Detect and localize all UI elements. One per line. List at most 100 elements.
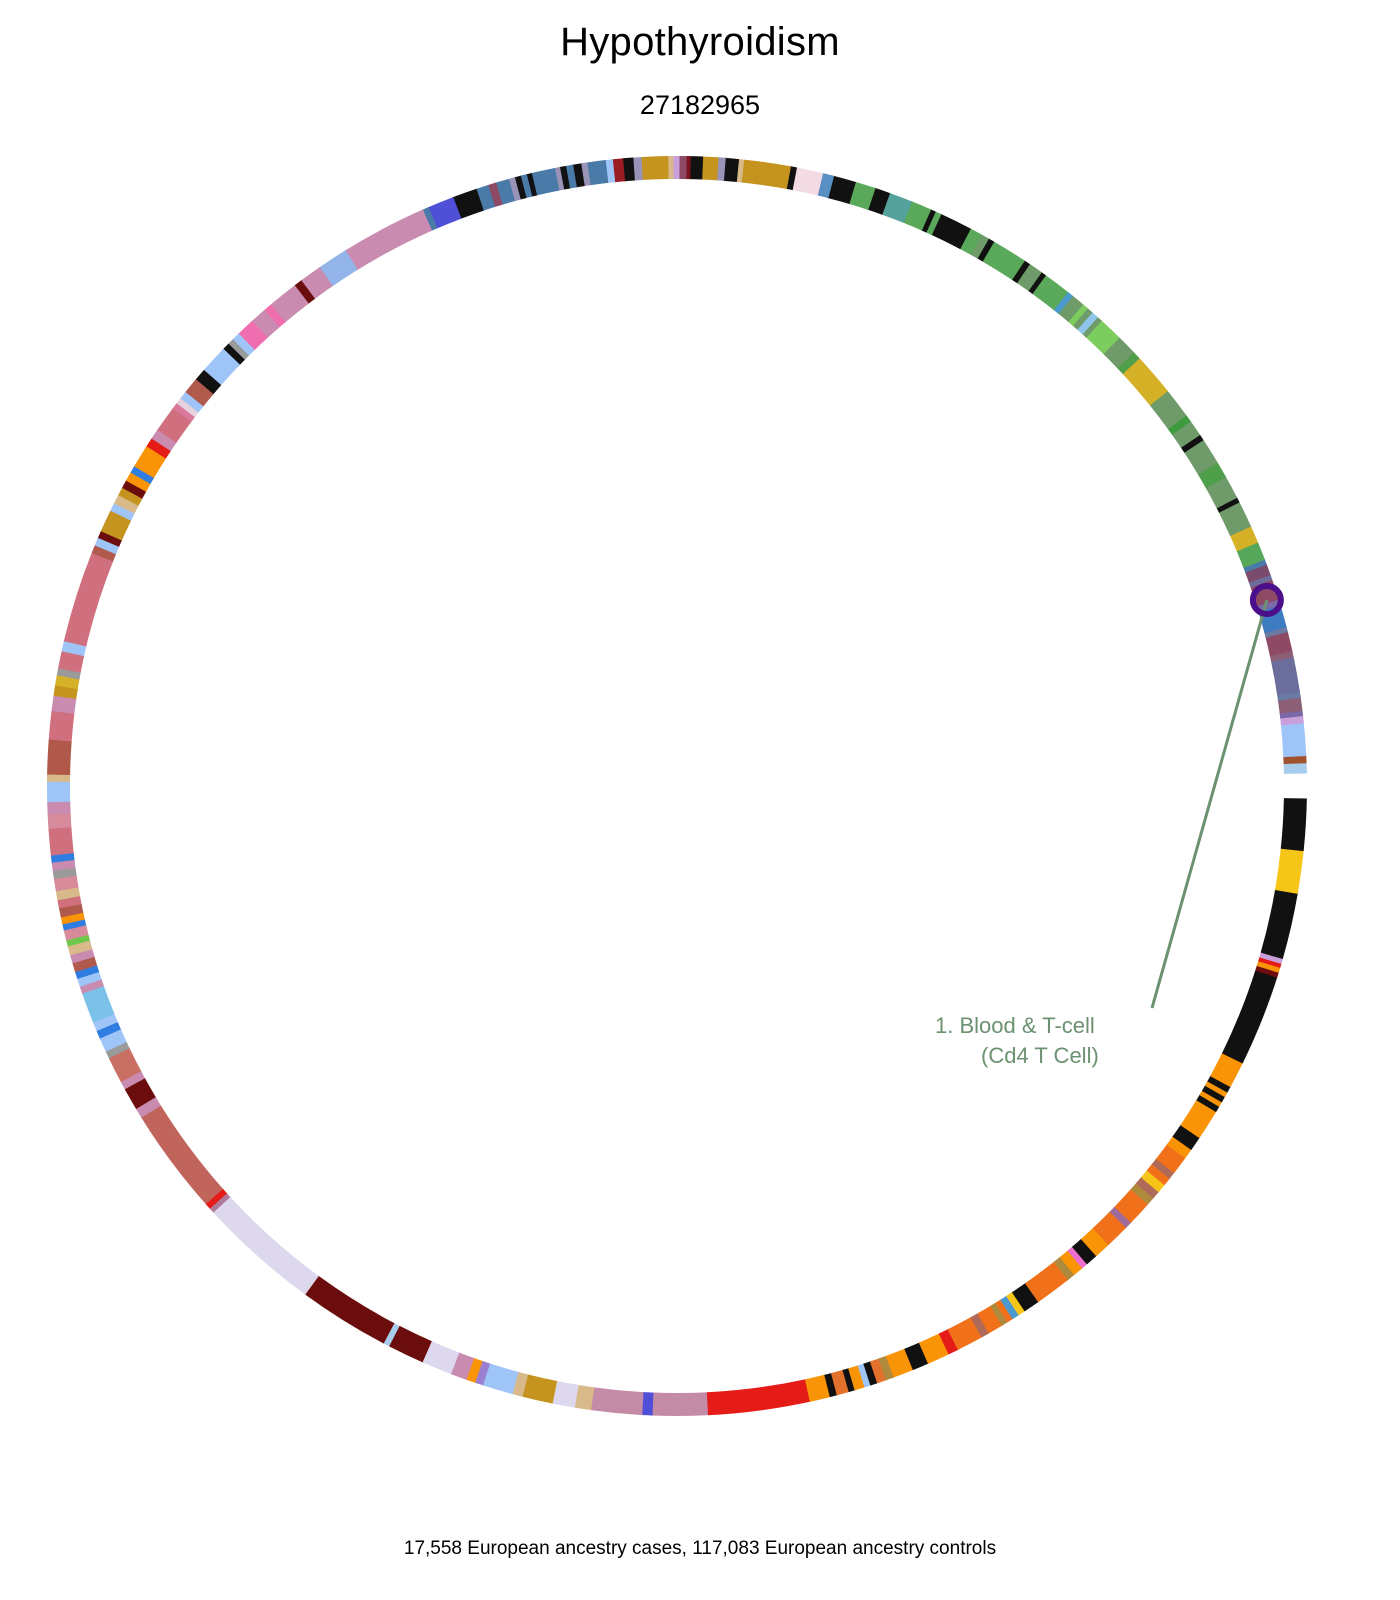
ring-segment[interactable] (1207, 1075, 1231, 1093)
ring-segment[interactable] (1109, 1205, 1132, 1228)
ring-segment[interactable] (1255, 964, 1280, 978)
ring-segment[interactable] (51, 695, 77, 715)
ring-segment[interactable] (108, 1048, 142, 1084)
ring-segment[interactable] (105, 1042, 131, 1060)
ring-segment[interactable] (1221, 969, 1278, 1064)
circle-marker-icon[interactable] (1249, 583, 1284, 618)
ring-segment[interactable] (1270, 655, 1300, 696)
ring-segment[interactable] (722, 157, 740, 182)
ring-segment[interactable] (1199, 1089, 1223, 1107)
ring-segment[interactable] (1149, 390, 1187, 430)
ring-segment[interactable] (1243, 558, 1267, 573)
ring-segment[interactable] (117, 487, 143, 507)
ring-segment[interactable] (1196, 1094, 1220, 1113)
ring-segment[interactable] (1000, 1295, 1020, 1320)
ring-segment[interactable] (1265, 630, 1293, 657)
ring-segment[interactable] (552, 1381, 580, 1408)
ring-segment[interactable] (1280, 721, 1307, 758)
ring-segment[interactable] (1283, 754, 1307, 765)
ring-segment[interactable] (1130, 1182, 1155, 1205)
ring-segment[interactable] (1067, 303, 1088, 326)
ring-segment[interactable] (427, 197, 462, 229)
ring-segment[interactable] (672, 156, 680, 180)
ring-segment[interactable] (475, 1361, 492, 1386)
ring-segment[interactable] (1057, 295, 1084, 323)
ring-segment[interactable] (1210, 1052, 1244, 1088)
ring-segment[interactable] (179, 391, 204, 414)
ring-segment[interactable] (1166, 1135, 1192, 1159)
ring-segment[interactable] (1172, 1124, 1201, 1150)
ring-segment[interactable] (990, 1302, 1009, 1326)
ring-segment[interactable] (519, 174, 533, 199)
ring-segment[interactable] (1080, 1227, 1110, 1257)
ring-segment[interactable] (970, 1312, 990, 1338)
ring-segment[interactable] (318, 250, 358, 287)
ring-segment[interactable] (715, 157, 726, 181)
ring-segment[interactable] (1277, 696, 1303, 714)
ring-segment[interactable] (209, 1193, 232, 1214)
ring-segment[interactable] (53, 875, 79, 893)
ring-segment[interactable] (969, 233, 989, 259)
ring-segment[interactable] (1197, 461, 1227, 489)
ring-segment[interactable] (666, 156, 674, 180)
ring-segment[interactable] (878, 1355, 895, 1381)
ring-segment[interactable] (611, 158, 626, 183)
ring-segment[interactable] (1031, 274, 1069, 311)
ring-segment[interactable] (305, 1276, 396, 1345)
ring-segment[interactable] (1218, 501, 1252, 536)
ring-segment[interactable] (642, 1392, 655, 1416)
ring-segment[interactable] (1121, 357, 1168, 406)
ring-segment[interactable] (100, 510, 132, 542)
ring-segment[interactable] (1071, 307, 1093, 330)
ring-segment[interactable] (632, 156, 643, 181)
ring-segment[interactable] (475, 184, 496, 211)
ring-segment[interactable] (938, 1328, 960, 1355)
ring-segment[interactable] (205, 1188, 228, 1210)
ring-segment[interactable] (1052, 291, 1073, 314)
ring-segment[interactable] (62, 919, 87, 932)
ring-segment[interactable] (863, 1361, 879, 1386)
ring-segment[interactable] (75, 965, 100, 981)
ring-segment[interactable] (203, 348, 241, 387)
ring-segment[interactable] (827, 175, 856, 204)
ring-segment[interactable] (706, 1379, 812, 1416)
ring-segment[interactable] (591, 1387, 645, 1416)
ring-segment[interactable] (99, 1029, 128, 1053)
ring-segment[interactable] (700, 156, 719, 181)
ring-segment[interactable] (1151, 1157, 1175, 1179)
ring-segment[interactable] (483, 1363, 520, 1395)
ring-segment[interactable] (77, 971, 103, 989)
ring-segment[interactable] (344, 209, 433, 271)
ring-segment[interactable] (976, 238, 995, 262)
ring-segment[interactable] (466, 1358, 484, 1384)
ring-segment[interactable] (150, 429, 177, 453)
ring-segment[interactable] (222, 343, 245, 366)
ring-segment[interactable] (237, 320, 268, 351)
ring-segment[interactable] (1259, 951, 1284, 964)
ring-segment[interactable] (1275, 847, 1304, 894)
ring-segment[interactable] (1264, 625, 1288, 638)
ring-segment[interactable] (1155, 1143, 1186, 1174)
ring-segment[interactable] (1059, 1249, 1084, 1275)
ring-segment[interactable] (1016, 263, 1042, 292)
ring-segment[interactable] (1260, 888, 1298, 959)
ring-segment[interactable] (918, 1333, 950, 1364)
ring-segment[interactable] (421, 207, 438, 232)
ring-segment[interactable] (881, 192, 913, 223)
ring-segment[interactable] (231, 333, 255, 357)
ring-segment[interactable] (1183, 439, 1218, 475)
ring-segment[interactable] (848, 1365, 866, 1391)
ring-segment[interactable] (621, 157, 635, 182)
ring-segment[interactable] (574, 1384, 596, 1411)
ring-segment[interactable] (791, 167, 824, 196)
ring-segment[interactable] (959, 228, 982, 255)
ring-segment[interactable] (184, 379, 214, 408)
ring-segment[interactable] (48, 827, 74, 857)
ring-segment[interactable] (1081, 316, 1102, 338)
ring-segment[interactable] (857, 1363, 872, 1388)
ring-segment[interactable] (804, 1374, 832, 1402)
ring-segment[interactable] (689, 156, 704, 180)
ring-segment[interactable] (1116, 351, 1140, 375)
ring-segment[interactable] (1011, 1282, 1040, 1312)
ring-segment[interactable] (1180, 433, 1204, 453)
